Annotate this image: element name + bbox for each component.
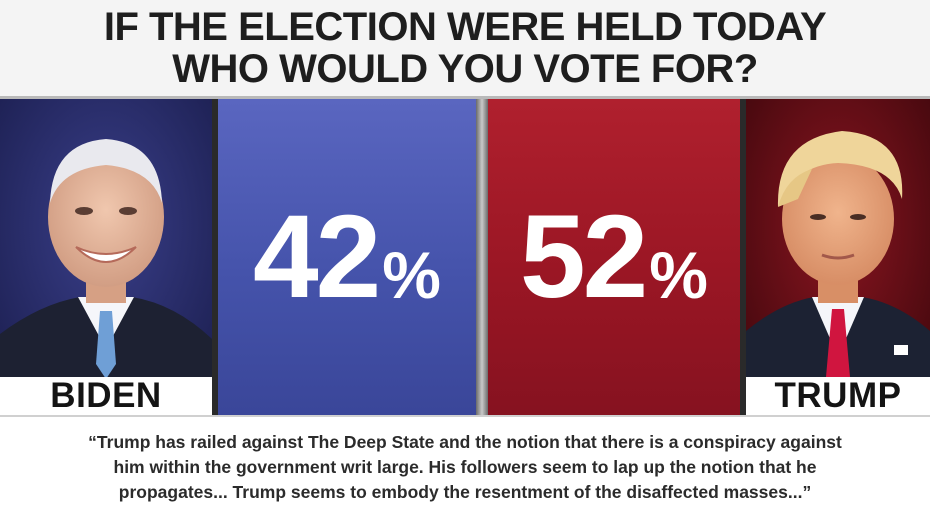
- biden-percent-value: 42: [253, 191, 381, 323]
- results-panels: BIDEN 42 % 52 %: [0, 99, 930, 415]
- quote-line-3: propagates... Trump seems to embody the …: [118, 481, 812, 502]
- trump-percent-panel: 52 %: [488, 99, 740, 415]
- quote-caption: “Trump has railed against The Deep State…: [0, 415, 930, 515]
- biden-percent-panel: 42 %: [218, 99, 476, 415]
- trump-name-label: TRUMP: [746, 376, 930, 415]
- center-divider: [476, 99, 488, 415]
- quote-text: “Trump has railed against The Deep State…: [25, 430, 905, 505]
- title-banner: IF THE ELECTION WERE HELD TODAY WHO WOUL…: [0, 0, 930, 99]
- biden-percent-sign: %: [382, 238, 441, 312]
- trump-photo: TRUMP: [746, 99, 930, 415]
- title-line-1: IF THE ELECTION WERE HELD TODAY: [103, 5, 827, 49]
- biden-name-label: BIDEN: [0, 376, 212, 415]
- trump-percent-value: 52: [520, 191, 648, 323]
- biden-photo: BIDEN: [0, 99, 212, 415]
- trump-percent-sign: %: [649, 238, 708, 312]
- quote-line-2: him within the government writ large. Hi…: [113, 456, 817, 477]
- title-line-2: WHO WOULD YOU VOTE FOR?: [172, 47, 758, 91]
- quote-line-1: “Trump has railed against The Deep State…: [88, 431, 842, 452]
